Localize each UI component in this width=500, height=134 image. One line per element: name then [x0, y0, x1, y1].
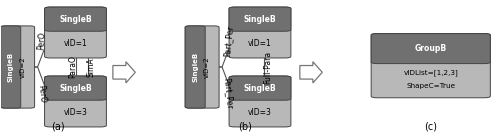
Text: SimA: SimA [87, 57, 96, 77]
FancyBboxPatch shape [44, 76, 106, 100]
Text: vID=1: vID=1 [64, 40, 88, 49]
FancyBboxPatch shape [185, 26, 205, 108]
FancyBboxPatch shape [371, 34, 490, 98]
Text: (b): (b) [238, 122, 252, 132]
FancyBboxPatch shape [185, 26, 219, 108]
Text: SingleB: SingleB [59, 15, 92, 24]
Text: vID=1: vID=1 [248, 40, 272, 49]
Text: PerO: PerO [36, 31, 47, 50]
Text: SingleB: SingleB [8, 52, 14, 82]
Text: SingleB: SingleB [59, 84, 92, 93]
Text: vIDList=[1,2,3]: vIDList=[1,2,3] [404, 70, 458, 76]
Text: ParaO: ParaO [68, 56, 78, 78]
FancyBboxPatch shape [229, 76, 291, 127]
FancyBboxPatch shape [229, 7, 291, 58]
Text: vID=2: vID=2 [204, 56, 210, 78]
FancyBboxPatch shape [44, 76, 106, 127]
Polygon shape [113, 62, 136, 83]
FancyBboxPatch shape [0, 26, 34, 108]
Text: (a): (a) [51, 122, 65, 132]
Text: vID=2: vID=2 [20, 56, 26, 78]
FancyBboxPatch shape [371, 34, 490, 64]
Text: SingleB: SingleB [244, 15, 276, 24]
Text: vID=3: vID=3 [64, 108, 88, 117]
FancyBboxPatch shape [0, 26, 20, 108]
Text: GroupB: GroupB [414, 44, 447, 53]
FancyBboxPatch shape [44, 7, 106, 58]
Text: Part_Per: Part_Per [222, 24, 234, 57]
Text: Full-Para: Full-Para [264, 50, 272, 84]
FancyBboxPatch shape [44, 7, 106, 31]
Text: vID=3: vID=3 [248, 108, 272, 117]
Polygon shape [300, 62, 322, 83]
Text: (c): (c) [424, 122, 437, 132]
Text: SingleB: SingleB [244, 84, 276, 93]
FancyBboxPatch shape [229, 7, 291, 31]
FancyBboxPatch shape [229, 76, 291, 100]
Text: ShapeC=True: ShapeC=True [406, 83, 456, 89]
Text: PerO: PerO [36, 84, 47, 103]
Text: Part_Per: Part_Per [222, 77, 234, 110]
Text: SingleB: SingleB [192, 52, 198, 82]
